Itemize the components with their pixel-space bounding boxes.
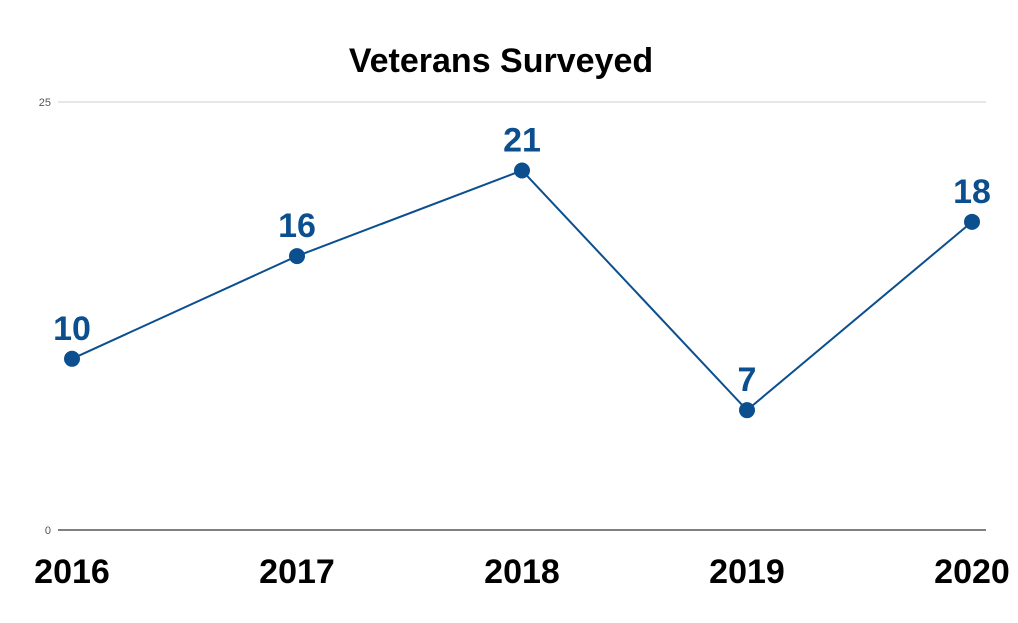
chart-title: Veterans Surveyed (349, 42, 653, 80)
y-tick-label-max: 25 (39, 97, 51, 109)
data-label-2019: 7 (738, 361, 757, 399)
x-tick-label-2016: 2016 (34, 553, 110, 591)
data-label-2016: 10 (53, 310, 91, 348)
data-points (64, 162, 980, 419)
data-label-2018: 21 (503, 121, 541, 159)
data-point-2020 (964, 213, 980, 230)
series-line (71, 169, 973, 412)
data-label-2020: 18 (953, 173, 991, 211)
x-axis-tick-labels: 2016 2017 2018 2019 2020 (34, 553, 1010, 591)
data-point-2018 (514, 162, 530, 179)
data-point-2017 (289, 248, 305, 265)
x-tick-label-2019: 2019 (709, 553, 785, 591)
x-tick-label-2017: 2017 (259, 553, 335, 591)
x-tick-label-2020: 2020 (934, 553, 1010, 591)
data-labels: 10 16 21 7 18 (53, 121, 991, 399)
data-point-2019 (739, 402, 755, 419)
x-tick-label-2018: 2018 (484, 553, 560, 591)
data-point-2016 (64, 350, 80, 367)
y-tick-label-zero: 0 (45, 525, 51, 537)
data-label-2017: 16 (278, 207, 316, 245)
